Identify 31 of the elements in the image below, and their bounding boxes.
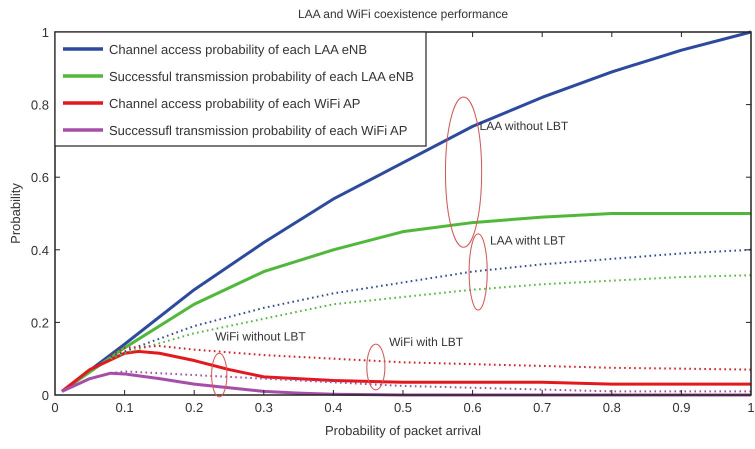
x-tick-label: 0.2 — [185, 400, 204, 415]
chart-title: LAA and WiFi coexistence performance — [298, 7, 508, 21]
legend-label: Channel access probability of each WiFi AP — [109, 96, 360, 111]
y-axis-title: Probability — [8, 182, 23, 244]
y-tick-label: 0.4 — [30, 242, 49, 258]
x-tick-label: 0.4 — [324, 400, 342, 415]
x-tick-label: 0.1 — [116, 400, 134, 415]
y-tick-label: 0 — [42, 388, 49, 403]
x-axis-title: Probability of packet arrival — [324, 423, 482, 438]
x-tick-label: 0 — [51, 400, 59, 415]
annotation: WiFi without LBT — [215, 330, 306, 344]
annotation: LAA without LBT — [480, 119, 569, 134]
x-tick-label: 0.6 — [464, 400, 482, 415]
annotation: LAA witht LBT — [490, 233, 566, 248]
x-tick-label: 0.7 — [533, 400, 552, 415]
y-tick-label: 0.2 — [30, 315, 49, 330]
x-tick-label: 0.8 — [602, 400, 621, 415]
legend-label: Channel access probability of each LAA eNB — [109, 42, 367, 57]
y-tick-label: 0.6 — [30, 170, 49, 186]
line-series — [60, 350, 752, 393]
legend-label: Successufl transmission probability of each WiFi AP — [109, 123, 408, 138]
annotation: WiFi with LBT — [389, 334, 464, 349]
x-tick-label: 0.5 — [394, 400, 412, 415]
line-series — [60, 372, 752, 396]
line-series — [110, 344, 752, 371]
x-tick-label: 0.3 — [254, 400, 273, 415]
y-tick-label: 0.8 — [30, 98, 49, 113]
y-tick-label: 1 — [42, 25, 49, 40]
x-tick-label: 1 — [747, 400, 755, 415]
x-tick-label: 0.9 — [672, 400, 690, 415]
legend-label: Successful transmission probability of each LAA eNB — [109, 69, 414, 84]
